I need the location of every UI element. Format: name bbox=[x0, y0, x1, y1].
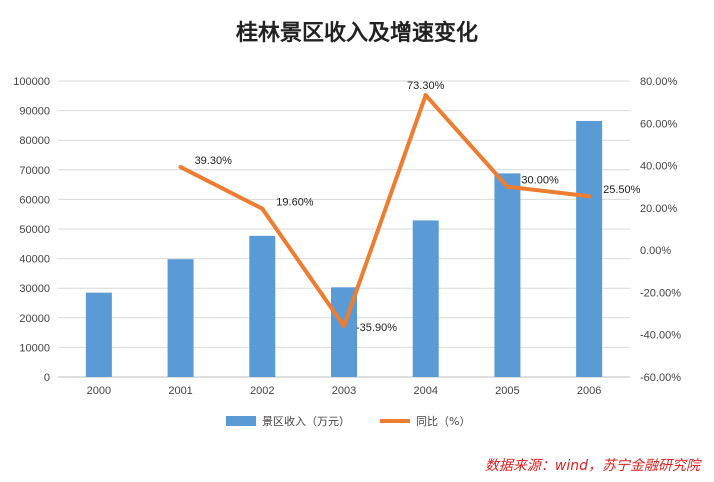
x-axis-ticks: 2000 2001 2002 2003 2004 2005 2006 bbox=[87, 385, 602, 397]
bar-2002 bbox=[249, 235, 276, 377]
line-point-2001 bbox=[178, 165, 183, 170]
x-tick-label: 2003 bbox=[332, 385, 356, 397]
y-left-tick-label: 70000 bbox=[19, 165, 50, 177]
y-left-tick-label: 20000 bbox=[19, 313, 50, 325]
y-left-tick-label: 60000 bbox=[19, 194, 50, 206]
bar-2004 bbox=[412, 220, 439, 377]
bar-series bbox=[85, 120, 603, 378]
y-right-tick-label: -20.00% bbox=[640, 287, 681, 299]
x-tick-label: 2000 bbox=[87, 385, 111, 397]
data-label-2006: 25.50% bbox=[603, 184, 641, 196]
y-right-tick-label: -40.00% bbox=[640, 330, 681, 342]
line-point-2005 bbox=[505, 184, 510, 189]
y-right-tick-label: 60.00% bbox=[640, 118, 678, 130]
y-right-tick-label: 40.00% bbox=[640, 161, 678, 173]
bar-2001 bbox=[167, 259, 194, 377]
y-left-tick-label: 0 bbox=[44, 372, 50, 384]
y-left-tick-label: 50000 bbox=[19, 224, 50, 236]
data-label-2002: 19.60% bbox=[276, 197, 314, 209]
y-left-tick-label: 90000 bbox=[19, 106, 50, 118]
left-axis-ticks: 1000009000080000700006000050000400003000… bbox=[13, 76, 50, 384]
data-label-2005: 30.00% bbox=[521, 175, 559, 187]
line-point-2006 bbox=[587, 194, 592, 199]
legend: 景区收入（万元） 同比（%） bbox=[226, 414, 470, 428]
legend-swatch-bar bbox=[226, 416, 256, 426]
source-note: 数据来源：wind，苏宁金融研究院 bbox=[485, 458, 702, 474]
growth-line bbox=[178, 93, 592, 329]
x-tick-label: 2002 bbox=[250, 385, 274, 397]
data-label-2004: 73.30% bbox=[407, 80, 445, 92]
y-left-tick-label: 100000 bbox=[13, 76, 50, 88]
y-left-tick-label: 30000 bbox=[19, 283, 50, 295]
chart-title: 桂林景区收入及增速变化 bbox=[236, 20, 478, 46]
line-point-2004 bbox=[423, 93, 428, 98]
data-label-2001: 39.30% bbox=[195, 155, 233, 167]
x-tick-label: 2006 bbox=[577, 385, 601, 397]
y-left-tick-label: 10000 bbox=[19, 342, 50, 354]
line-point-2003 bbox=[342, 324, 346, 329]
x-tick-label: 2001 bbox=[168, 385, 192, 397]
data-label-2003: -35.90% bbox=[356, 322, 397, 334]
y-right-tick-label: 0.00% bbox=[640, 245, 671, 257]
legend-label-line: 同比（%） bbox=[416, 415, 470, 428]
x-tick-label: 2004 bbox=[413, 385, 437, 397]
y-left-tick-label: 40000 bbox=[19, 254, 50, 266]
y-right-tick-label: -60.00% bbox=[640, 372, 681, 384]
right-axis-ticks: 80.00% 60.00% 40.00% 20.00% 0.00% -20.00% -40.… bbox=[640, 76, 681, 384]
bar-2005 bbox=[494, 173, 521, 377]
y-right-tick-label: 20.00% bbox=[640, 203, 678, 215]
legend-label-bar: 景区收入（万元） bbox=[262, 414, 350, 428]
bar-2006 bbox=[576, 120, 603, 378]
x-tick-label: 2005 bbox=[495, 385, 519, 397]
y-right-tick-label: 80.00% bbox=[640, 76, 678, 88]
line-series: 39.30% 19.60% -35.90% 73.30% 30.00% 25.50% bbox=[178, 80, 641, 334]
bar-2000 bbox=[85, 292, 112, 377]
line-point-2002 bbox=[260, 206, 265, 211]
y-left-tick-label: 80000 bbox=[19, 135, 50, 147]
